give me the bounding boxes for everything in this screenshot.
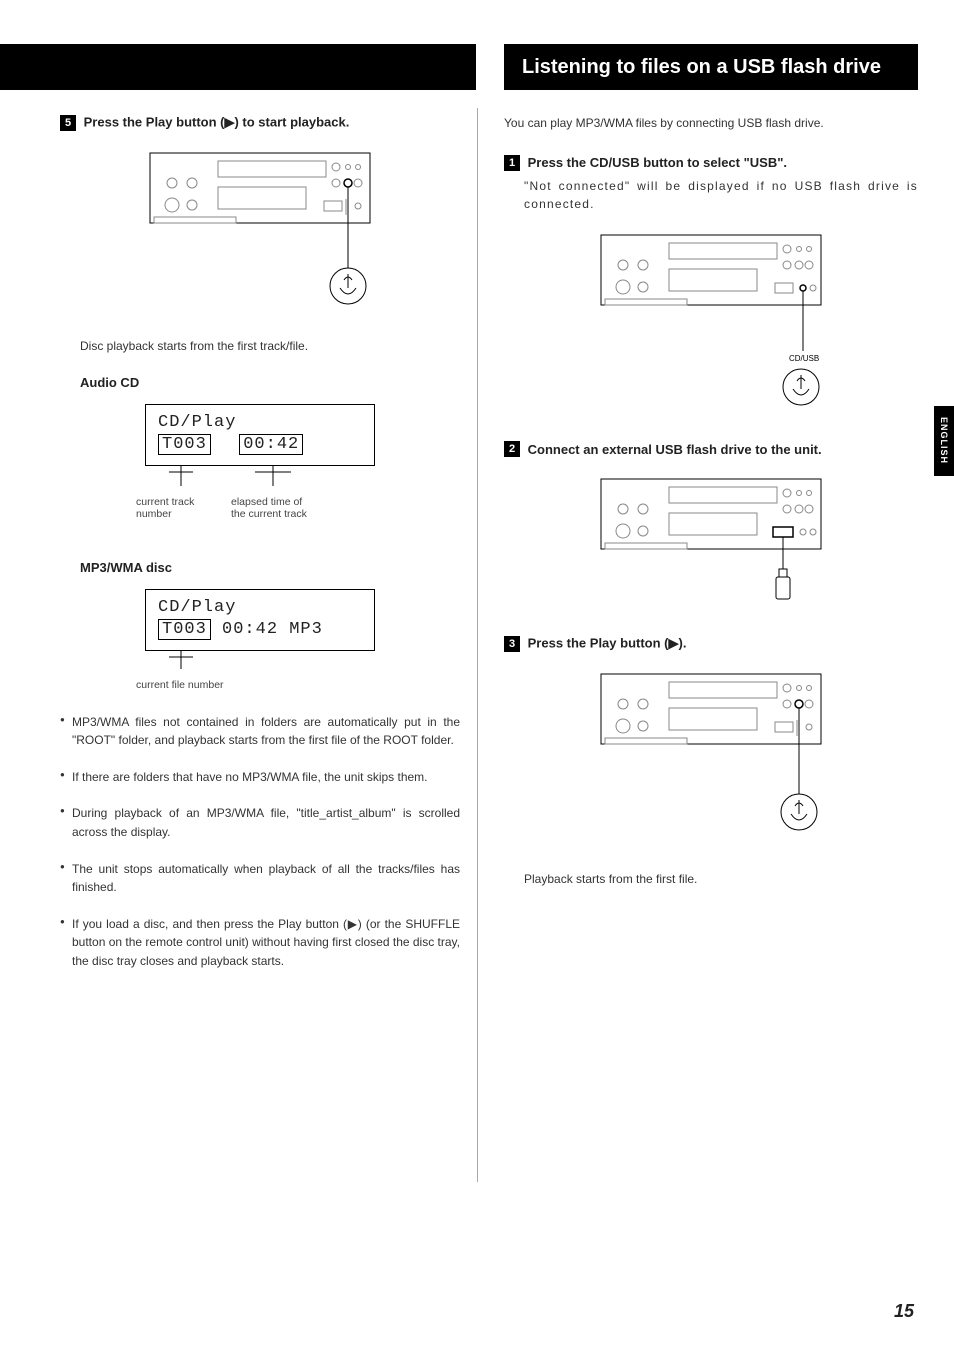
right-column: You can play MP3/WMA files by connecting… xyxy=(504,114,918,888)
language-tab-text: ENGLISH xyxy=(939,417,949,464)
step-3-num: 3 xyxy=(504,636,520,652)
step-2-text: Connect an external USB flash drive to t… xyxy=(528,442,822,457)
step-1-label: 1 Press the CD/USB button to select "USB… xyxy=(504,154,918,171)
lcd2-caption-text: current file number xyxy=(136,679,224,691)
lcd-mp3: CD/Play T003 00:42 MP3 xyxy=(145,589,375,651)
step-5-text: Press the Play button (▶) to start playb… xyxy=(84,115,350,130)
lcd2-line1: CD/Play xyxy=(158,598,362,617)
step-5-label: 5 Press the Play button (▶) to start pla… xyxy=(60,114,460,131)
cdusb-button-label: CD/USB xyxy=(789,354,819,363)
page-number: 15 xyxy=(894,1301,914,1322)
device-diagram-play-2 xyxy=(581,664,841,844)
bullet-2: During playback of an MP3/WMA file, "tit… xyxy=(60,804,460,841)
lcd1-cap-2b: the current track xyxy=(231,508,307,520)
lcd1-line1: CD/Play xyxy=(158,413,362,432)
step-3-label: 3 Press the Play button (▶). xyxy=(504,635,918,652)
lcd2-caption: current file number xyxy=(136,679,390,691)
top-left-black-bar xyxy=(0,44,476,90)
playback-starts-text: Playback starts from the first file. xyxy=(524,870,918,888)
bullets-list: MP3/WMA files not contained in folders a… xyxy=(60,713,460,971)
lcd1-track: T003 xyxy=(158,434,211,455)
lcd1-cap-1b: number xyxy=(136,508,231,520)
lcd2-track: T003 xyxy=(158,619,211,640)
step-1-num: 1 xyxy=(504,155,520,171)
lcd2-rest: 00:42 MP3 xyxy=(211,620,323,639)
step-1-text: Press the CD/USB button to select "USB". xyxy=(528,155,787,170)
bullet-3: The unit stops automatically when playba… xyxy=(60,860,460,897)
step-5-num: 5 xyxy=(60,115,76,131)
disc-starts-text: Disc playback starts from the first trac… xyxy=(80,337,460,355)
step-1-sub: "Not connected" will be displayed if no … xyxy=(524,177,918,213)
step-3-text: Press the Play button (▶). xyxy=(528,636,687,651)
device-diagram-cdusb: CD/USB xyxy=(581,225,841,415)
bullet-1: If there are folders that have no MP3/WM… xyxy=(60,768,460,787)
lcd1-captions: current track number elapsed time of the… xyxy=(136,496,390,520)
lcd1-time: 00:42 xyxy=(239,434,303,455)
step-2-num: 2 xyxy=(504,441,520,457)
right-intro: You can play MP3/WMA files by connecting… xyxy=(504,114,918,132)
audio-cd-heading: Audio CD xyxy=(80,375,460,390)
lcd1-cap-2a: elapsed time of xyxy=(231,496,307,508)
step-2-label: 2 Connect an external USB flash drive to… xyxy=(504,441,918,458)
bullet-4: If you load a disc, and then press the P… xyxy=(60,915,460,971)
left-column: 5 Press the Play button (▶) to start pla… xyxy=(60,114,460,971)
device-diagram-play xyxy=(130,143,390,313)
mp3-heading: MP3/WMA disc xyxy=(80,560,460,575)
lcd-audio-cd: CD/Play T003 00:42 xyxy=(145,404,375,466)
language-tab: ENGLISH xyxy=(934,406,954,476)
section-header-text: Listening to files on a USB flash drive xyxy=(522,56,881,78)
bullet-0: MP3/WMA files not contained in folders a… xyxy=(60,713,460,750)
lcd1-cap-1a: current track xyxy=(136,496,231,508)
device-diagram-usb-connect xyxy=(581,469,841,609)
column-divider xyxy=(477,108,478,1182)
section-header: Listening to files on a USB flash drive xyxy=(504,44,918,90)
